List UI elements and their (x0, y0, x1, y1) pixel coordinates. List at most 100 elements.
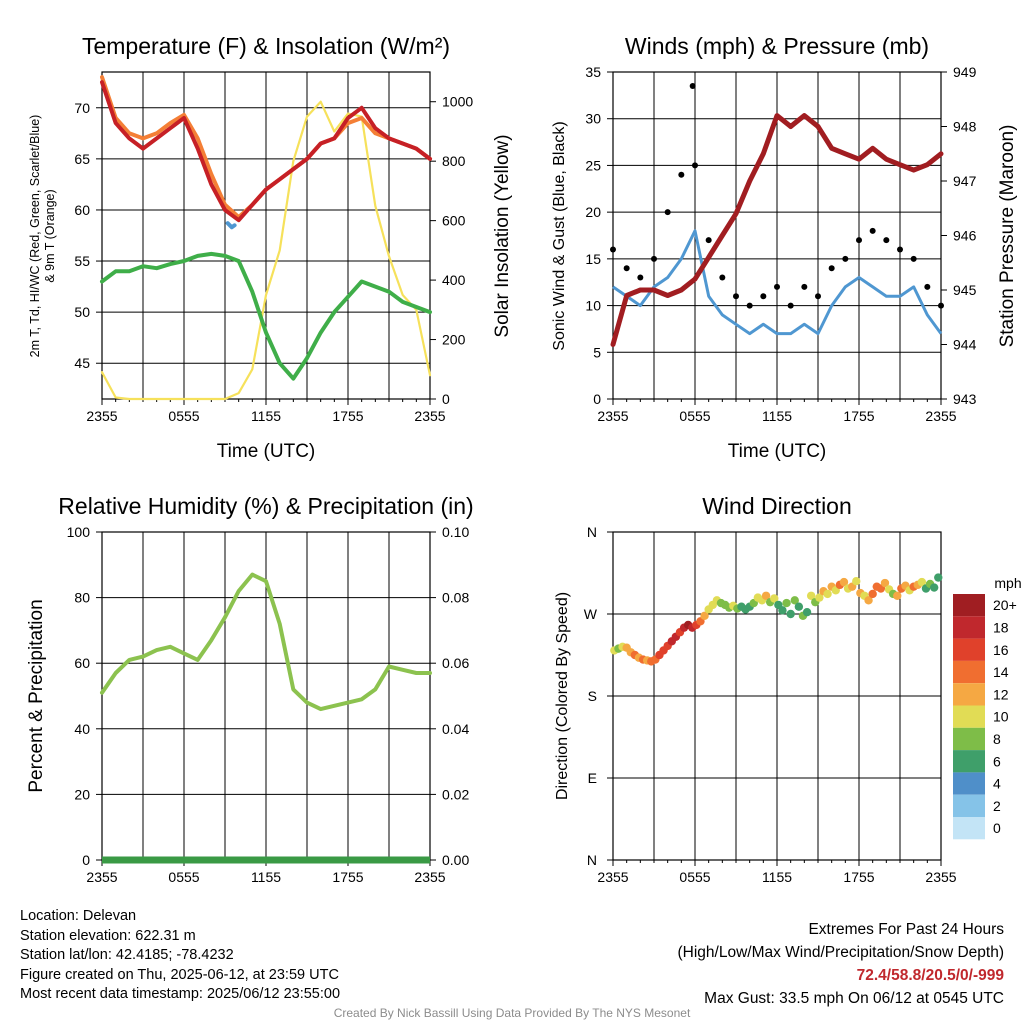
series-line-solar-insolation (100, 100, 432, 401)
series-line-td (100, 251, 432, 381)
gust-point (828, 265, 835, 272)
y-tick-label: 0 (593, 391, 601, 407)
x-tick-label: 0555 (679, 408, 710, 424)
station-latlon: Station lat/lon: 42.4185; -78.4232 (20, 947, 234, 964)
legend-label: 6 (993, 753, 1001, 769)
gust-point (897, 246, 903, 253)
legend-swatch (953, 638, 985, 661)
direction-point (929, 583, 939, 592)
y2-tick-label: 0.04 (442, 721, 469, 737)
y-tick-label: 40 (74, 721, 90, 737)
x-tick-label: 1155 (251, 408, 281, 424)
gust-point (883, 237, 890, 244)
y2-axis-label: Station Pressure (Maroon) (997, 125, 1018, 348)
legend-swatch (953, 660, 985, 684)
x-axis-label: Time (UTC) (217, 441, 316, 462)
y-tick-label: E (588, 770, 597, 786)
station-elevation: Station elevation: 622.31 m (20, 927, 196, 944)
series-line-2m-t (100, 80, 432, 223)
gust-point (815, 293, 821, 300)
y2-tick-label: 400 (442, 272, 466, 288)
direction-point (880, 578, 890, 588)
direction-point (770, 594, 779, 603)
gust-point (678, 171, 685, 178)
y2-tick-label: 200 (442, 332, 466, 348)
legend-swatch (953, 750, 985, 773)
legend-swatch (953, 683, 985, 706)
x-tick-label: 1155 (251, 869, 281, 885)
legend-swatch (953, 727, 985, 751)
direction-point (802, 607, 812, 617)
y2-axis-label: Solar Insolation (Yellow) (492, 134, 513, 337)
legend-swatch (953, 817, 985, 840)
y2-tick-label: 0.10 (442, 524, 469, 540)
gust-point (692, 162, 698, 169)
y2-tick-label: 800 (442, 153, 466, 169)
direction-point (761, 591, 771, 600)
y-tick-label: 5 (593, 344, 601, 360)
legend-swatch (953, 772, 985, 795)
gust-point (910, 255, 917, 262)
gust-point (856, 237, 862, 244)
direction-point (934, 573, 943, 582)
direction-point (794, 602, 804, 611)
legend-label: 2 (993, 798, 1001, 814)
extremes-title: Extremes For Past 24 Hours (808, 921, 1004, 938)
legend-label: 4 (993, 776, 1001, 792)
x-tick-label: 1755 (332, 869, 363, 885)
gust-point (623, 265, 630, 272)
y-tick-label: 0 (82, 852, 90, 868)
gust-point (637, 274, 644, 281)
y2-tick-label: 0.00 (442, 852, 469, 868)
direction-point (782, 598, 791, 608)
station-location: Location: Delevan (20, 908, 137, 924)
gust-point (610, 246, 616, 253)
gust-point (869, 227, 876, 234)
x-tick-label: 0555 (168, 869, 199, 885)
y2-tick-label: 945 (953, 282, 977, 298)
chart-title: Winds (mph) & Pressure (mb) (625, 33, 929, 59)
legend-label: 18 (993, 619, 1009, 635)
y-tick-label: 80 (74, 590, 90, 606)
x-tick-label: 1755 (843, 408, 874, 424)
y-tick-label: 15 (585, 251, 601, 267)
y-tick-label: 25 (585, 157, 601, 173)
y-axis-label: Sonic Wind & Gust (Blue, Black) (551, 121, 568, 350)
y2-tick-label: 949 (953, 64, 977, 80)
x-tick-label: 2355 (925, 408, 956, 424)
series-line-hi-wc (225, 221, 237, 230)
legend-swatch (953, 705, 985, 728)
y2-tick-label: 1000 (442, 94, 473, 110)
x-axis-label: Time (UTC) (728, 441, 827, 462)
legend-swatch (953, 594, 985, 617)
y2-tick-label: 944 (953, 337, 977, 353)
direction-point (823, 589, 832, 599)
y-tick-label: N (587, 524, 597, 540)
x-tick-label: 0555 (679, 869, 710, 885)
station-info: Location: Delevan Station elevation: 622… (20, 907, 340, 1005)
gust-point (760, 293, 767, 300)
gust-point (787, 302, 794, 309)
max-gust-point (689, 83, 696, 90)
y-tick-label: N (587, 852, 597, 868)
x-tick-label: 2355 (414, 869, 445, 885)
direction-point (786, 609, 795, 619)
direction-point (839, 577, 849, 587)
direction-point (790, 596, 799, 605)
x-tick-label: 2355 (597, 869, 628, 885)
direction-point (868, 589, 877, 599)
y-tick-label: 55 (74, 253, 90, 269)
y2-tick-label: 943 (953, 391, 977, 407)
figure-created: Figure created on Thu, 2025-06-12, at 23… (20, 966, 339, 983)
y-tick-label: W (584, 606, 598, 622)
y-tick-label: 45 (74, 355, 90, 371)
y-tick-label: 70 (74, 100, 90, 116)
gust-point (746, 302, 753, 309)
x-tick-label: 1155 (762, 869, 792, 885)
x-tick-label: 2355 (597, 408, 628, 424)
gust-point (842, 255, 849, 262)
max-gust-text: Max Gust: 33.5 mph On 06/12 at 0545 UTC (704, 990, 1004, 1007)
direction-point (917, 577, 927, 587)
x-tick-label: 2355 (86, 408, 117, 424)
chart-title: Relative Humidity (%) & Precipitation (i… (58, 493, 473, 519)
